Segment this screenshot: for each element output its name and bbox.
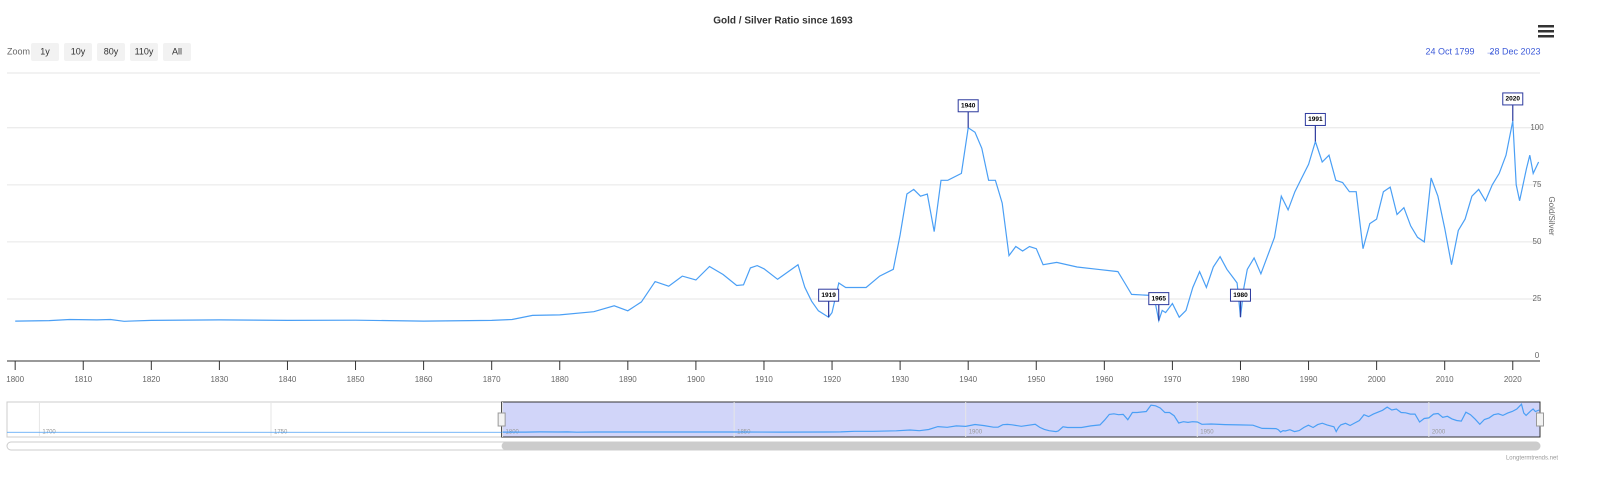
chart-title: Gold / Silver Ratio since 1693 [713, 16, 853, 27]
x-tick-label: 1850 [347, 375, 365, 384]
x-tick-label: 1930 [891, 375, 909, 384]
x-tick-label: 1990 [1300, 375, 1318, 384]
x-tick-label: 1960 [1095, 375, 1113, 384]
flag-box [1229, 288, 1251, 302]
zoom-button[interactable] [97, 43, 125, 61]
flag-label: 1991 [1308, 116, 1323, 123]
zoom-button[interactable] [31, 43, 59, 61]
flag-box [1304, 112, 1326, 126]
series-line [15, 120, 1540, 323]
navigator-tick-label: 1900 [969, 430, 983, 436]
zoom-label: Zoom [7, 46, 30, 56]
x-tick-label: 1820 [142, 375, 160, 384]
x-tick-label: 1870 [483, 375, 501, 384]
y-tick-label: 75 [1533, 180, 1542, 189]
x-tick-label: 1910 [755, 375, 773, 384]
menu-bar [1538, 25, 1554, 28]
y-tick-label: 100 [1530, 123, 1544, 132]
x-tick-label: 1880 [551, 375, 569, 384]
zoom-button[interactable] [64, 43, 92, 61]
x-tick-label: 1900 [687, 375, 705, 384]
zoom-button-label: 1y [40, 46, 50, 56]
flag-label: 2020 [1506, 96, 1521, 103]
zoom-button-label: 80y [104, 46, 119, 56]
navigator-handle[interactable] [497, 412, 506, 427]
scrollbar-thumb[interactable] [501, 442, 1541, 450]
x-tick-label: 1830 [210, 375, 228, 384]
flag-box [818, 288, 840, 302]
y-tick-label: 25 [1533, 294, 1542, 303]
menu-bar [1538, 30, 1554, 33]
x-tick-label: 1860 [415, 375, 433, 384]
x-tick-label: 1810 [74, 375, 92, 384]
x-tick-label: 1840 [279, 375, 297, 384]
flag-label: 1965 [1152, 295, 1167, 302]
range-to[interactable]: 28 Dec 2023 [1489, 46, 1540, 56]
navigator-tick-label: 1950 [1200, 430, 1214, 436]
menu-bar [1538, 35, 1554, 38]
x-tick-label: 1970 [1164, 375, 1182, 384]
x-tick-label: 2020 [1504, 375, 1522, 384]
y-tick-label: 0 [1535, 351, 1540, 360]
range-arrow: → [1486, 46, 1495, 56]
x-tick-label: 1950 [1027, 375, 1045, 384]
x-tick-label: 2000 [1368, 375, 1386, 384]
flag-label: 1980 [1233, 292, 1248, 299]
x-tick-label: 2010 [1436, 375, 1454, 384]
navigator-tick-label: 2000 [1432, 430, 1446, 436]
flag-box [1148, 292, 1170, 306]
y-tick-label: 50 [1533, 237, 1542, 246]
credit: Longtermtrends.net [1506, 456, 1558, 462]
series-line [502, 403, 1540, 433]
x-tick-label: 1920 [823, 375, 841, 384]
flag-box [1502, 92, 1524, 106]
zoom-button-label: 110y [135, 46, 154, 56]
x-tick-label: 1940 [959, 375, 977, 384]
range-from[interactable]: 24 Oct 1799 [1425, 46, 1474, 56]
x-tick-label: 1800 [6, 375, 24, 384]
x-tick-label: 1890 [619, 375, 637, 384]
flag-label: 1940 [961, 102, 976, 109]
navigator-mask [501, 401, 1541, 438]
zoom-button[interactable] [163, 43, 191, 61]
menu-icon[interactable] [1538, 25, 1554, 38]
x-tick-label: 1980 [1232, 375, 1250, 384]
flag-label: 1919 [821, 292, 836, 299]
zoom-button[interactable] [130, 43, 158, 61]
navigator-handle[interactable] [1536, 412, 1544, 427]
zoom-button-label: All [172, 46, 182, 56]
y-axis-label: Gold/Silver [1547, 196, 1556, 235]
flag-box [957, 99, 979, 113]
zoom-button-label: 10y [71, 46, 86, 56]
